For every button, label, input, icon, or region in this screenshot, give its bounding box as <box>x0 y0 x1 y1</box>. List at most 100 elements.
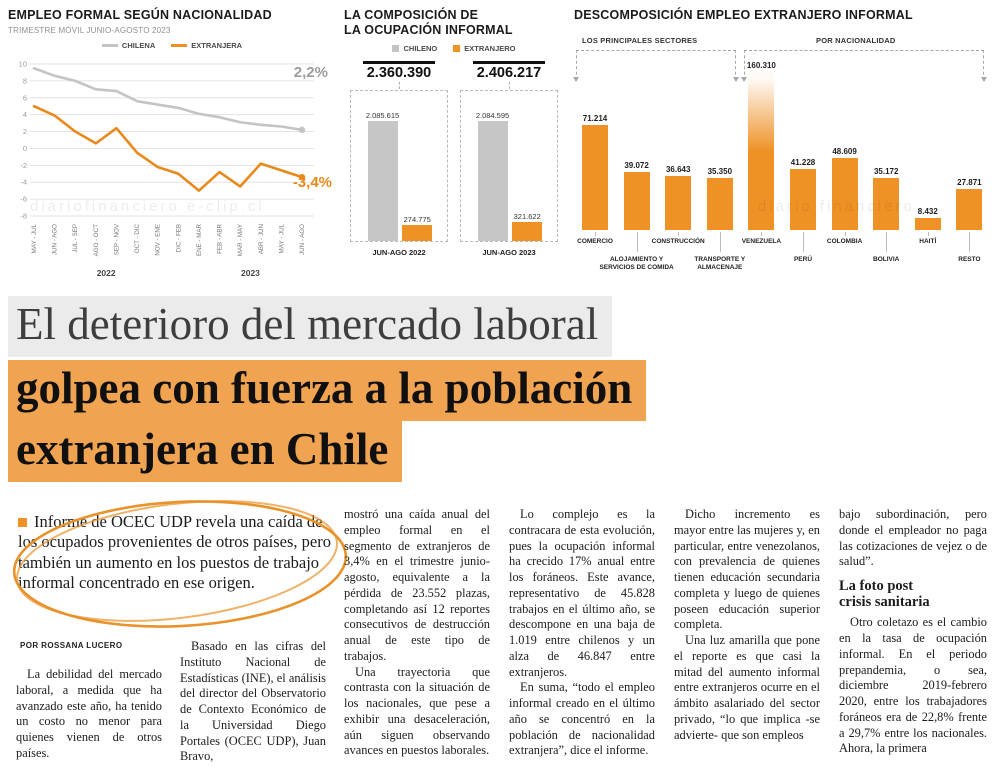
bar-value: 36.643 <box>665 165 691 174</box>
body-paragraph: En suma, “todo el empleo informal creado… <box>509 680 655 758</box>
y-tick-label: 0 <box>23 144 27 153</box>
year-label: 2022 <box>97 268 116 278</box>
x-tick-label: SEP - NOV <box>113 223 120 255</box>
y-tick-label: -4 <box>20 178 27 187</box>
category-tick <box>678 232 680 236</box>
group-period-label: JUN-AGO 2023 <box>482 247 536 257</box>
x-tick-label: MAY - JUL <box>278 223 285 253</box>
y-tick-label: 4 <box>23 110 27 119</box>
bar-venezuela <box>748 72 775 230</box>
bar-groups: 2.360.390 2.085.615 274.775 JUN-AGO 2022 2.4… <box>344 60 564 257</box>
chileno-bar <box>477 120 508 241</box>
lead-summary: Informe de OCEC UDP revela una caída de … <box>6 488 358 642</box>
series-line <box>32 104 304 192</box>
press-clip-watermark: diario financiero <box>758 198 915 215</box>
bar-comercio <box>582 125 608 230</box>
legend-item-chileno: CHILENO <box>392 44 437 53</box>
category-label: ALOJAMIENTO Y SERVICIOS DE COMIDA <box>599 256 674 272</box>
bar-value: 48.609 <box>832 147 857 157</box>
extranjero-column: 274.775 <box>402 214 433 241</box>
legend-item-extranjero: EXTRANJERO <box>453 43 516 53</box>
series-line <box>32 66 304 132</box>
gray-line-swatch-icon <box>101 43 118 47</box>
x-tick-label: JUN - AGO <box>299 224 306 255</box>
bar-value: 35.350 <box>707 166 733 176</box>
chileno-bar-value: 2.084.595 <box>475 110 510 120</box>
x-tick-label: AGO - OCT <box>93 224 100 257</box>
category-tick <box>969 232 971 252</box>
x-tick-label: DIC - FEB <box>175 224 182 252</box>
legend-label: EXTRANJERA <box>191 40 243 50</box>
informal-composition-chart: LA COMPOSICIÓN DE LA OCUPACIÓN INFORMAL … <box>344 8 564 290</box>
body-column-1: La debilidad del mercado laboral, a medi… <box>16 667 162 762</box>
bar-value: 27.871 <box>957 177 982 187</box>
body-paragraph: Una luz amarilla que pone el reporte es … <box>674 633 820 742</box>
extranjero-bar-value: 274.775 <box>403 214 431 224</box>
y-tick-label: -6 <box>20 195 27 204</box>
x-tick-label: JUL - SEP <box>72 224 79 253</box>
legend-item-extranjera: EXTRANJERA <box>171 41 242 50</box>
bar-value: 71.214 <box>582 114 608 123</box>
group-period-label: JUN-AGO 2022 <box>372 247 426 257</box>
bar-value: 8.432 <box>917 206 938 216</box>
y-tick-label: -2 <box>20 161 27 170</box>
body-paragraph: Otro coletazo es el cambio en la tasa de… <box>839 615 987 756</box>
x-tick-label: ABR - JUN <box>258 224 265 254</box>
body-column-5: Dicho incremento es mayor entre las muje… <box>674 507 820 743</box>
y-tick-label: 8 <box>23 76 27 85</box>
group-total-value: 2.360.390 <box>362 60 436 81</box>
x-tick-label: OCT - DIC <box>134 223 141 253</box>
category-tick <box>803 232 804 252</box>
legend-label: EXTRANJERO <box>464 43 516 53</box>
category-label: VENEZUELA <box>741 238 782 245</box>
informal-composition-group: 2.406.217 2.084.595 321.622 JUN-AGO 2023 <box>458 60 560 257</box>
bar-value: 39.072 <box>624 161 649 171</box>
category-label: CONSTRUCCIÓN <box>651 238 705 245</box>
bar-value: 35.172 <box>873 167 899 177</box>
bar-bolivia <box>873 178 900 230</box>
informal-composition-group: 2.360.390 2.085.615 274.775 JUN-AGO 2022 <box>348 60 450 257</box>
category-tick <box>595 232 596 236</box>
lead-text: Informe de OCEC UDP revela una caída de … <box>18 512 331 593</box>
connector-line <box>398 81 400 89</box>
line-chart-canvas: 10 8 6 4 2 0 -2 -4 -6 -8 MAY - JUL JUN - AGO JUL - S… <box>19 60 314 278</box>
category-label: COMERCIO <box>577 238 613 245</box>
bar-value: 160.310 <box>746 61 776 70</box>
category-tick <box>844 232 846 236</box>
y-tick-label: 10 <box>19 60 27 69</box>
sectors-bracket <box>573 50 739 82</box>
chart-title: DESCOMPOSICIÓN EMPLEO EXTRANJERO INFORMA… <box>574 8 913 22</box>
x-tick-label: JUN - AGO <box>52 224 59 255</box>
group-total-value: 2.406.217 <box>472 60 546 81</box>
extranjero-bar <box>512 222 543 241</box>
body-paragraph: La debilidad del mercado laboral, a medi… <box>16 667 162 760</box>
headline-text: El deterioro del mercado laboral <box>8 296 613 358</box>
category-label: PERÚ <box>793 256 813 263</box>
body-column-2: Basado en las cifras del Instituto Nacio… <box>180 639 326 765</box>
orange-bullet-icon <box>18 518 27 527</box>
bar-value: 41.228 <box>790 158 816 168</box>
x-tick-label: MAR - MAY <box>237 224 244 256</box>
category-tick <box>719 232 721 252</box>
headline-line-3: extranjera en Chile <box>8 421 646 483</box>
body-paragraph: mostró una caída anual del empleo formal… <box>344 507 490 663</box>
chart-title: EMPLEO FORMAL SEGÚN NACIONALIDAD <box>8 8 272 22</box>
category-label: BOLIVIA <box>873 256 900 263</box>
legend-label: CHILENO <box>403 43 438 53</box>
category-label: TRANSPORTE Y ALMACENAJE <box>694 256 746 272</box>
body-paragraph: bajo subordinación, pero donde el emplea… <box>839 507 987 569</box>
press-clip-watermark: diariofinanciero e-clip.cl <box>30 198 265 215</box>
byline: POR ROSSANA LUCERO <box>20 641 123 650</box>
bar-alojamiento-y-servicios-de-comida <box>623 172 650 230</box>
orange-square-swatch-icon <box>453 44 461 52</box>
x-tick-label: MAY - JUL <box>31 223 38 253</box>
chileno-column: 2.084.595 <box>476 111 509 241</box>
x-tick-label: FEB - ABR <box>217 223 224 253</box>
body-paragraph: Dicho incremento es mayor entre las muje… <box>674 507 820 632</box>
category-label: HAITÍ <box>919 238 937 245</box>
x-tick-label: ENE - MAR <box>196 223 203 256</box>
y-tick-label: 2 <box>23 127 27 136</box>
headline-line-2: golpea con fuerza a la población <box>8 360 647 422</box>
connector-line <box>508 81 510 89</box>
